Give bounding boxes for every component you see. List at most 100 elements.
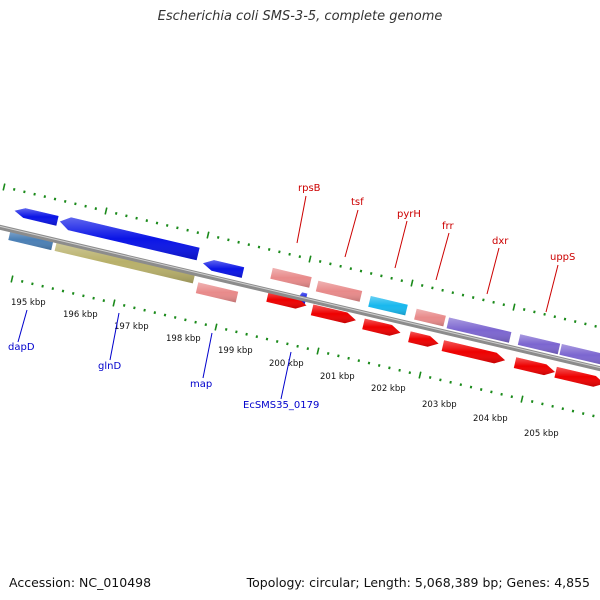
inner-tick <box>82 294 85 298</box>
outer-tick <box>135 216 138 220</box>
outer-tick <box>84 204 87 208</box>
inner-tick <box>173 315 177 319</box>
dapD-gene <box>14 208 59 226</box>
leader-line-dapD <box>17 309 28 343</box>
genome-title: Escherichia coli SMS-3-5, complete genom… <box>157 9 443 24</box>
outer-tick <box>451 291 455 295</box>
outer-tick <box>308 255 312 263</box>
trailing-purple-bar <box>559 344 600 365</box>
inner-tick <box>347 356 350 360</box>
outer-tick <box>522 308 526 311</box>
tsf-gene <box>310 304 356 324</box>
inner-tick <box>265 337 269 341</box>
outer-tick <box>165 223 169 227</box>
outer-tick <box>186 228 189 232</box>
glnD-gene <box>59 217 200 261</box>
inner-tick <box>31 282 34 286</box>
outer-tick <box>145 219 149 223</box>
leader-line-frr <box>435 232 450 281</box>
inner-tick <box>357 359 361 363</box>
inner-tick <box>184 318 187 322</box>
inner-tick <box>204 323 208 327</box>
inner-tick <box>479 388 483 391</box>
tsf-pink-bar <box>315 280 363 302</box>
rpsB-pink-bar <box>270 267 312 288</box>
outer-tick <box>573 320 577 323</box>
dxr-purple-bar-shade <box>446 317 512 343</box>
kbp-label: 202 kbp <box>371 384 406 394</box>
frr-pink-bar-shade <box>414 308 446 327</box>
inner-tick <box>143 308 146 312</box>
frr-pink-bar <box>414 308 446 327</box>
inner-tick <box>10 275 14 283</box>
outer-tick <box>43 195 47 199</box>
outer-tick <box>33 192 36 196</box>
leader-line-tsf <box>344 209 359 258</box>
inner-tick <box>490 390 493 394</box>
inner-tick <box>20 279 24 283</box>
dxr-gene <box>441 340 506 364</box>
pyrH-cyan-bar <box>368 296 408 316</box>
outer-tick <box>257 245 261 249</box>
inner-tick <box>41 284 44 288</box>
leader-line-rpsB <box>296 195 307 244</box>
frr-gene <box>408 331 439 347</box>
outer-tick <box>267 248 271 251</box>
inner-tick <box>153 311 157 315</box>
kbp-label: 199 kbp <box>218 346 253 356</box>
inner-tick <box>286 342 289 346</box>
outer-tick <box>400 279 404 283</box>
genome-backbone <box>0 224 600 372</box>
outer-tick <box>369 272 373 275</box>
inner-tick <box>296 344 299 348</box>
inner-tick <box>571 409 575 413</box>
outer-tick <box>206 231 210 239</box>
outer-tick <box>349 267 353 271</box>
outer-tick <box>63 199 67 203</box>
trailing-red-gene <box>554 366 600 387</box>
inner-tick <box>398 368 401 372</box>
inner-tick <box>428 376 432 379</box>
leader-line-pyrH <box>394 220 408 269</box>
outer-tick <box>2 183 6 191</box>
inner-tick <box>551 404 554 408</box>
gene-label-frr: frr <box>442 221 454 232</box>
inner-tick <box>306 347 310 351</box>
inner-tick <box>275 340 279 343</box>
inner-tick <box>418 371 422 379</box>
pyrH-gene <box>362 318 401 336</box>
outer-tick <box>471 296 475 299</box>
inner-tick <box>541 402 544 406</box>
inner-tick <box>408 371 412 375</box>
outer-tick <box>380 274 383 278</box>
inner-tick <box>112 299 116 307</box>
outer-tick <box>410 279 414 287</box>
outer-tick <box>23 190 26 194</box>
outer-tick <box>227 238 230 242</box>
kbp-label: 195 kbp <box>11 298 46 308</box>
outer-tick <box>329 262 332 266</box>
kbp-label: 204 kbp <box>473 414 508 424</box>
uppS-gene <box>513 357 555 376</box>
inner-tick <box>194 320 197 324</box>
outer-tick <box>584 322 587 326</box>
dxr-purple-bar <box>446 317 512 343</box>
inner-tick <box>163 313 167 317</box>
glnD-gene-shade <box>59 217 200 261</box>
outer-tick <box>125 214 128 218</box>
pyrH-gene-shade <box>362 318 401 336</box>
kbp-label: 197 kbp <box>114 322 149 332</box>
inner-tick <box>367 361 371 365</box>
outer-tick <box>196 231 200 235</box>
inner-tick-ring <box>10 275 595 418</box>
accession-text: Accession: NC_010498 <box>9 575 152 590</box>
outer-tick <box>492 300 495 304</box>
uppS-purple-bar <box>517 334 561 355</box>
gene-label-dxr: dxr <box>492 236 509 247</box>
outer-tick <box>339 264 342 268</box>
inner-tick <box>530 400 534 403</box>
inner-tick <box>337 354 340 358</box>
outer-tick <box>237 240 240 244</box>
outer-tick <box>461 293 465 297</box>
leader-line-glnD <box>109 312 120 361</box>
